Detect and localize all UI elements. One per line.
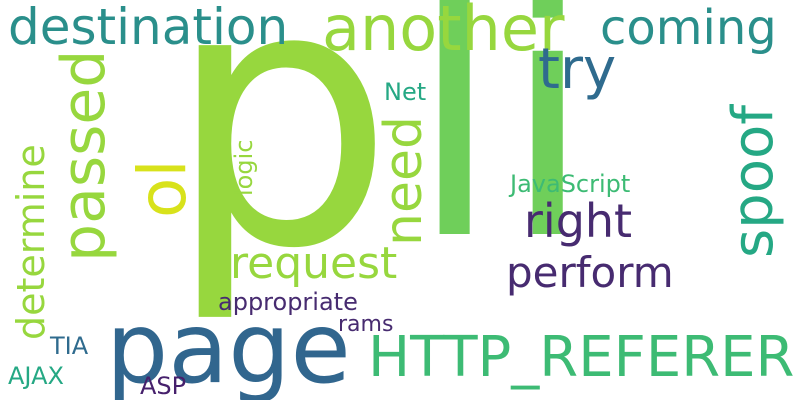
word-destination: destination <box>8 0 289 56</box>
word-tia: TIA <box>50 332 89 360</box>
word-passed: passed <box>49 49 119 262</box>
word-net: Net <box>384 78 427 106</box>
word-try: try <box>538 37 617 102</box>
word-javascript: JavaScript <box>510 170 631 198</box>
word-asp: ASP <box>140 372 187 400</box>
word-determine: determine <box>9 144 53 340</box>
word-ol: ol <box>124 159 201 218</box>
word-http-referer: HTTP_REFERER <box>368 325 795 390</box>
word-perform: perform <box>506 248 674 297</box>
word-logic: logic <box>230 139 258 196</box>
word-page: page <box>106 292 351 400</box>
word-request: request <box>230 238 398 289</box>
word-another: another <box>322 0 565 65</box>
word-spoof: spoof <box>721 105 786 258</box>
word-coming: coming <box>600 0 777 56</box>
word-need: need <box>374 116 434 246</box>
word-ajax: AJAX <box>8 362 64 390</box>
word-rams: rams <box>338 312 394 337</box>
word-li: li <box>408 0 595 314</box>
word-right: right <box>524 194 633 248</box>
word-p: p <box>166 0 395 327</box>
word-appropriate: appropriate <box>218 288 358 316</box>
